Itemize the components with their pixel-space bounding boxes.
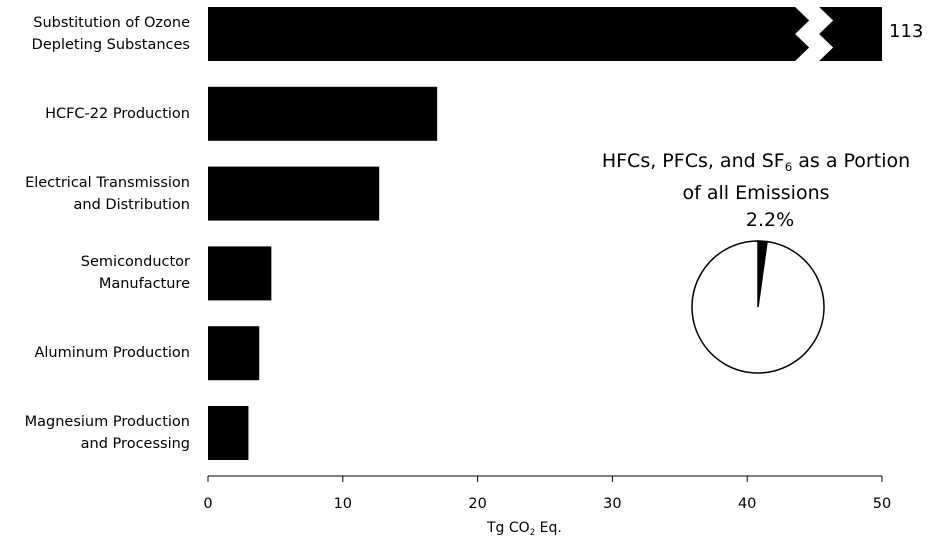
pie-title-suffix: as a Portion of all Emissions bbox=[682, 150, 911, 205]
x-axis-label-subscript: 2 bbox=[529, 528, 536, 539]
category-label-1: HCFC-22 Production bbox=[45, 105, 190, 122]
bar-2 bbox=[208, 166, 380, 221]
bar-5 bbox=[208, 406, 249, 460]
x-tick-label-2: 20 bbox=[468, 496, 487, 512]
x-axis-label: Tg CO2 Eq. bbox=[487, 520, 562, 538]
x-tick-label-3: 30 bbox=[603, 496, 622, 512]
bar-value-label: 113 bbox=[889, 21, 924, 42]
x-tick-label-4: 40 bbox=[737, 496, 757, 512]
pie-slice-1 bbox=[691, 240, 825, 374]
bar-group bbox=[208, 7, 882, 460]
x-axis-label-suffix: Eq. bbox=[535, 520, 562, 536]
bar-1 bbox=[208, 86, 438, 141]
axis-break-gap bbox=[795, 7, 834, 61]
pie-title: HFCs, PFCs, and SF6 as a Portion of all … bbox=[570, 148, 942, 206]
x-tick-label-1: 10 bbox=[333, 496, 353, 512]
category-label-3: Semiconductor Manufacture bbox=[80, 254, 190, 293]
x-axis bbox=[207, 475, 883, 482]
category-label-2: Electrical Transmission and Distribution bbox=[25, 174, 190, 213]
x-axis-label-prefix: Tg CO bbox=[487, 520, 530, 536]
x-tick-label-5: 50 bbox=[872, 496, 892, 512]
pie-slice-label: 2.2% bbox=[745, 209, 795, 231]
pie-chart bbox=[691, 240, 825, 374]
x-tick-label-0: 0 bbox=[203, 496, 213, 512]
pie-title-prefix: HFCs, PFCs, and SF bbox=[601, 150, 785, 172]
category-label-0: Substitution of Ozone Depleting Substanc… bbox=[31, 15, 190, 53]
bar-4 bbox=[208, 326, 260, 381]
bar-3 bbox=[208, 246, 272, 301]
category-label-4: Aluminum Production bbox=[34, 345, 190, 362]
pie-title-subscript: 6 bbox=[784, 160, 793, 175]
category-label-5: Magnesium Production and Processing bbox=[24, 414, 190, 452]
bar-0 bbox=[208, 7, 882, 61]
